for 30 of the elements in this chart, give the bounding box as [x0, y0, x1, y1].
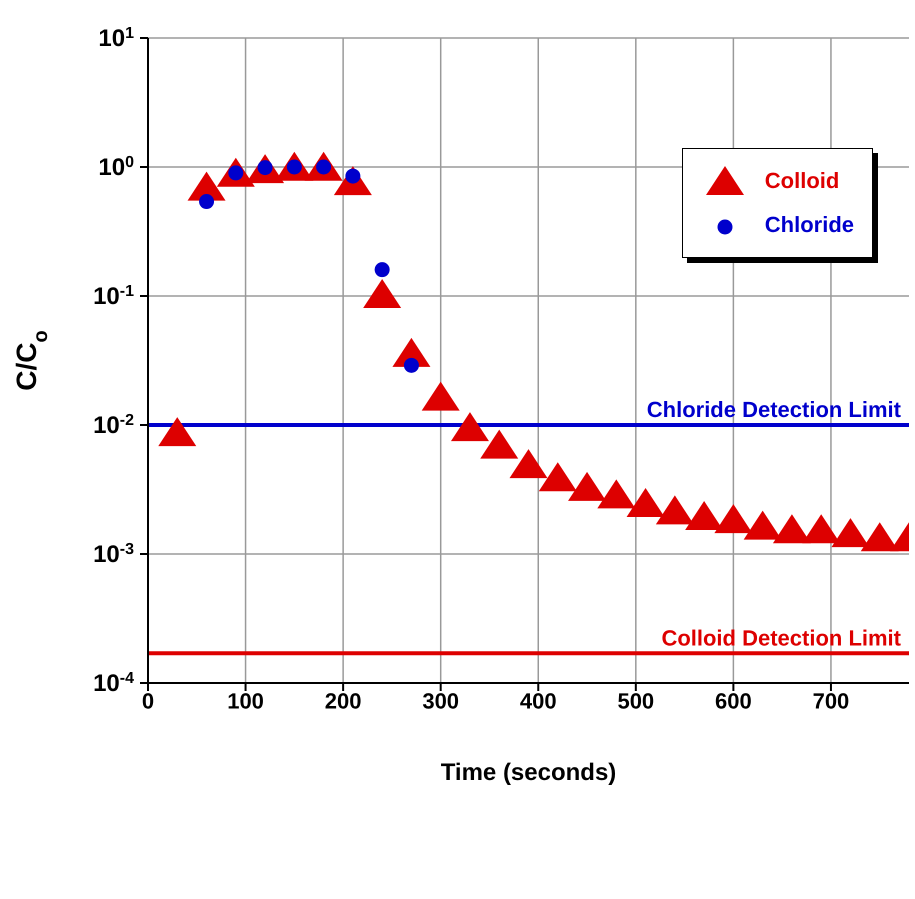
point	[363, 279, 402, 308]
point	[714, 504, 752, 534]
y-tick-label: 10$^{0}$	[98, 154, 134, 181]
point	[510, 449, 548, 478]
point	[568, 472, 606, 501]
y-tick-label: 10$^{-1}$	[93, 282, 134, 310]
x-tick-label: 300	[422, 688, 460, 714]
point	[626, 488, 665, 517]
legend-label: Colloid	[764, 168, 840, 194]
ref-line-label: Chloride Detection Limit	[646, 397, 902, 422]
point	[422, 382, 460, 411]
legend-label: Chloride	[764, 212, 854, 238]
y-tick-label: 10$^{-4}$	[93, 670, 134, 697]
y-tick-label: 10$^{-2}$	[93, 412, 134, 439]
x-tick-label: 100	[227, 688, 264, 714]
point	[597, 479, 636, 508]
ref-line-label: Colloid Detection Limit	[661, 625, 902, 650]
y-tick-label: 10$^{1}$	[98, 24, 134, 52]
y-tick-label: 10$^{-3}$	[93, 540, 134, 568]
x-tick-label: 500	[617, 688, 654, 714]
x-tick-label: 400	[520, 688, 557, 714]
point	[158, 417, 196, 446]
point	[450, 412, 489, 442]
x-tick-label: 0	[142, 688, 154, 714]
point	[538, 462, 577, 492]
x-tick-label: 700	[812, 688, 850, 714]
x-tick-label: 200	[324, 688, 362, 714]
x-axis-title: Time (seconds)	[440, 759, 616, 786]
x-tick-label: 600	[715, 688, 752, 714]
point	[480, 430, 518, 459]
